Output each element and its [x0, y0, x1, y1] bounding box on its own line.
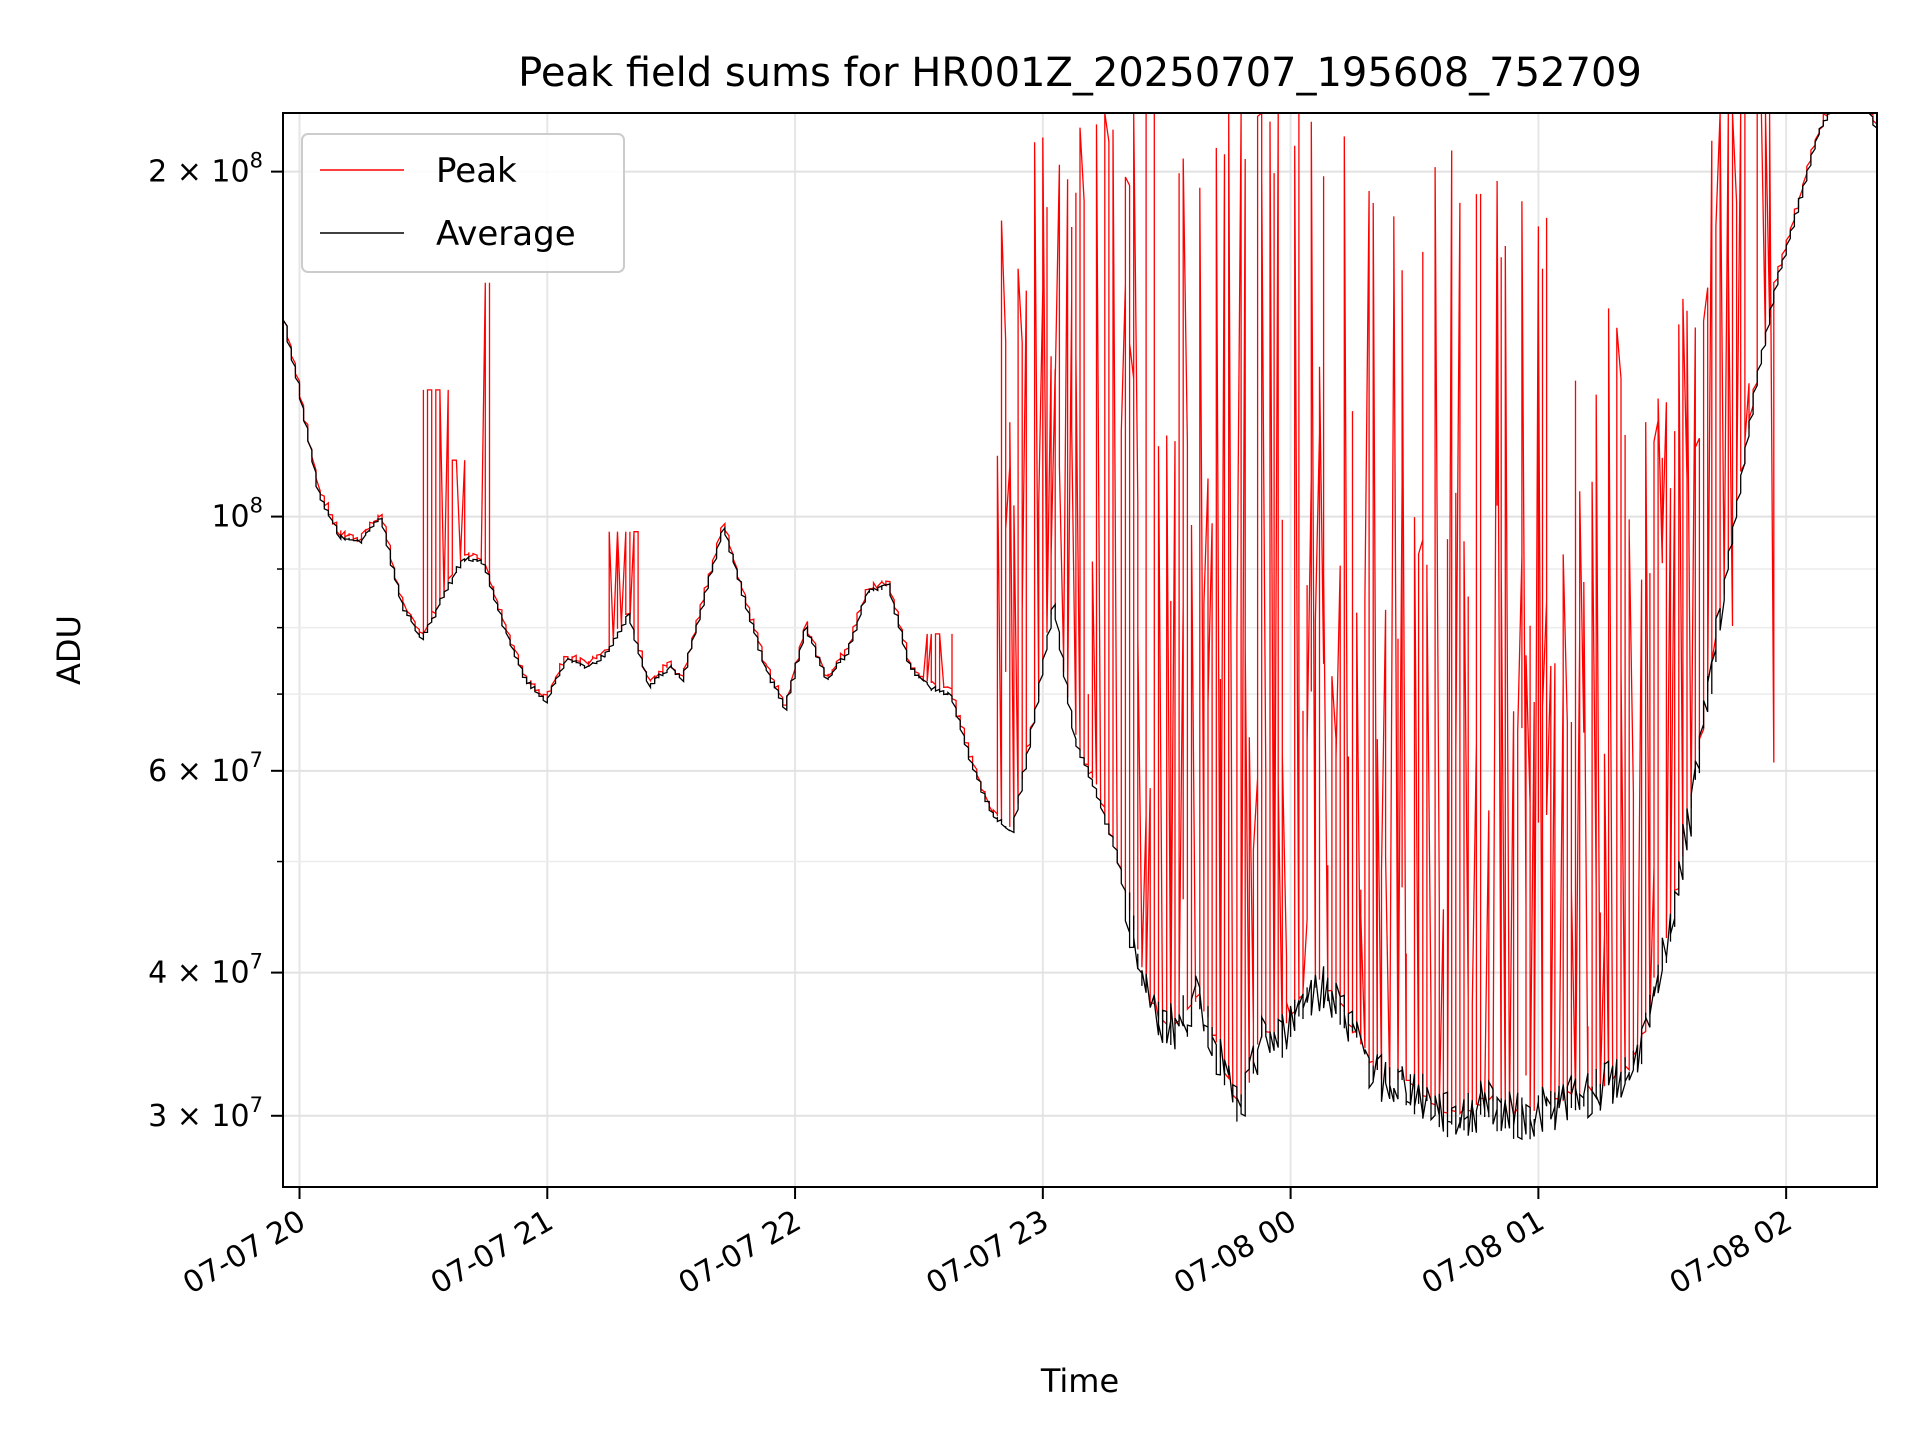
y-tick-label: 108 [211, 494, 263, 535]
y-axis-ticks: 3 × 107 4 × 107 6 × 107 108 2 × 108 [148, 149, 283, 1134]
chart-title: Peak field sums for HR001Z_20250707_1956… [518, 50, 1642, 96]
legend-average-label: Average [436, 214, 576, 254]
y-tick-label: 3 × 107 [148, 1093, 263, 1134]
y-tick-label: 4 × 107 [148, 950, 263, 991]
plot-frame [282, 112, 1878, 1188]
plot-lines [282, 111, 1878, 1141]
y-tick-label: 6 × 107 [148, 748, 263, 789]
legend-box [301, 133, 625, 273]
legend-peak-label: Peak [436, 151, 517, 191]
average-series-line [282, 112, 1878, 1141]
legend: Peak Average [301, 133, 625, 273]
y-axis-label: ADU [50, 615, 88, 685]
x-axis-label: Time [1040, 1362, 1119, 1400]
y-tick-label: 2 × 108 [148, 149, 263, 190]
